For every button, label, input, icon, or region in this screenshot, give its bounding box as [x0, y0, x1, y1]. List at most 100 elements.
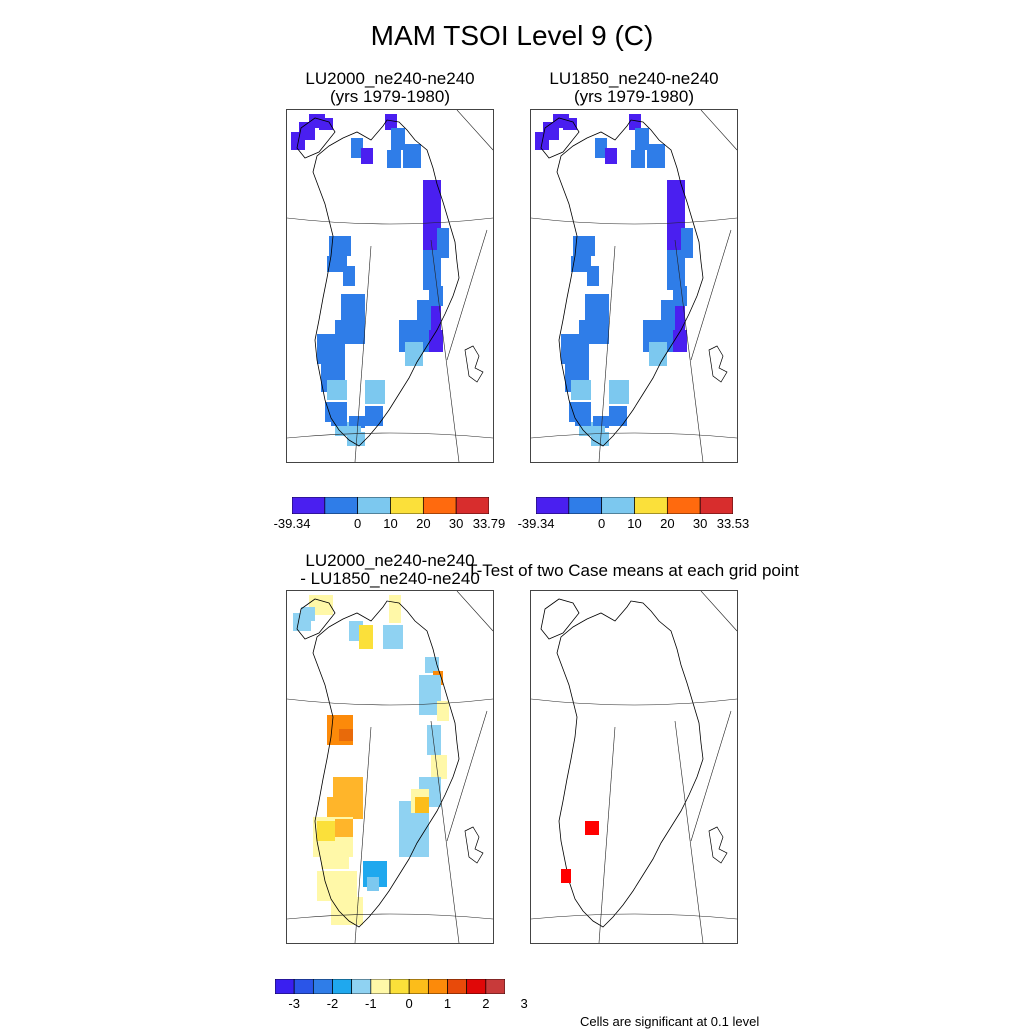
grid-cell — [335, 819, 353, 837]
colorbar-tick-label: -2 — [327, 996, 339, 1011]
grid-cell — [341, 294, 365, 324]
grid-cell — [631, 150, 645, 168]
colorbar-swatch — [371, 979, 390, 994]
colorbar-swatch — [275, 979, 294, 994]
panel3-map — [286, 590, 494, 944]
colorbar-tick-label: 0 — [354, 516, 361, 531]
colorbar-tick-label: 0 — [598, 516, 605, 531]
grid-cell — [317, 871, 357, 901]
colorbar-panel2 — [536, 497, 733, 514]
colorbar-swatch — [602, 497, 635, 514]
colorbar-swatch — [313, 979, 332, 994]
panel1-title: LU2000_ne240-ne240 (yrs 1979-1980) — [290, 70, 490, 106]
colorbar-tick-label: -1 — [365, 996, 377, 1011]
colorbar-swatch — [294, 979, 313, 994]
colorbar-tick-label: 2 — [482, 996, 489, 1011]
grid-cell — [321, 845, 349, 869]
grid-cell — [415, 797, 429, 813]
p4-svg — [531, 591, 737, 943]
cb3-svg — [275, 979, 505, 994]
p1-svg — [287, 110, 493, 462]
graticule-line — [599, 727, 615, 943]
grid-cell — [317, 821, 335, 841]
grid-cell — [403, 144, 421, 168]
grid-cell — [339, 729, 353, 741]
grid-cell — [673, 286, 687, 306]
p3-svg — [287, 591, 493, 943]
grid-cell — [301, 607, 315, 621]
grid-cell — [327, 797, 363, 819]
graticule-line — [287, 433, 493, 438]
colorbar-swatch — [325, 497, 358, 514]
grid-cell — [383, 625, 403, 649]
grid-cell — [317, 334, 345, 364]
colorbar-tick-label: 10 — [627, 516, 641, 531]
panel1-map — [286, 109, 494, 463]
grid-cell — [605, 148, 617, 164]
grid-cell — [423, 180, 441, 210]
cb1-svg — [292, 497, 489, 514]
island-coastline — [709, 346, 727, 382]
colorbar-tick-label: 20 — [660, 516, 674, 531]
colorbar-tick-label: -39.34 — [274, 516, 311, 531]
grid-cell — [647, 144, 665, 168]
grid-cell — [667, 250, 685, 290]
grid-cell — [649, 342, 667, 366]
grid-cell — [571, 380, 591, 400]
grid-cell — [427, 725, 441, 755]
grid-cell — [431, 755, 447, 779]
panel1-title-line1: LU2000_ne240-ne240 — [290, 70, 490, 88]
island-coastline — [709, 827, 727, 863]
grid-cell — [391, 128, 405, 150]
panel4-map — [530, 590, 738, 944]
grid-cell — [609, 380, 629, 404]
significance-note: Cells are significant at 0.1 level — [580, 1014, 759, 1029]
graticule-line — [531, 914, 737, 919]
colorbar-tick-label: 3 — [521, 996, 528, 1011]
colorbar-difference-labels: -3 -2 -1 0 1 2 3 — [275, 996, 505, 1012]
p2-svg — [531, 110, 737, 462]
grid-cell — [423, 250, 441, 290]
colorbar-swatch — [333, 979, 352, 994]
graticule-line — [287, 699, 493, 705]
graticule-line — [457, 591, 493, 631]
panel1-title-line2: (yrs 1979-1980) — [290, 88, 490, 106]
graticule-line — [457, 110, 493, 150]
colorbar-tick-label: 30 — [693, 516, 707, 531]
grid-cell — [389, 595, 401, 623]
panel2-title: LU1850_ne240-ne240 (yrs 1979-1980) — [534, 70, 734, 106]
graticule-line — [701, 110, 737, 150]
colorbar-swatch — [635, 497, 668, 514]
graticule-line — [675, 721, 703, 943]
colorbar-tick-label: -3 — [288, 996, 300, 1011]
grid-cell — [587, 266, 599, 286]
colorbar-swatch — [456, 497, 489, 514]
graticule-line — [287, 218, 493, 224]
grid-cell — [347, 426, 361, 440]
colorbar-swatch — [667, 497, 700, 514]
colorbar-swatch — [352, 979, 371, 994]
colorbar-swatch — [391, 497, 424, 514]
colorbar-swatch — [428, 979, 447, 994]
graticule-line — [531, 699, 737, 705]
graticule-line — [431, 721, 459, 943]
colorbar-tick-label: 20 — [416, 516, 430, 531]
grid-cell — [429, 286, 443, 306]
colorbar-panel1 — [292, 497, 489, 514]
colorbar-swatch — [358, 497, 391, 514]
graticule-line — [287, 914, 493, 919]
grid-cell — [327, 380, 347, 400]
colorbar-panel2-labels: -39.34 0 10 20 30 33.53 — [536, 516, 733, 532]
grid-cell — [609, 406, 627, 426]
graticule-line — [701, 591, 737, 631]
colorbar-panel1-labels: -39.34 0 10 20 30 33.79 — [292, 516, 489, 532]
grid-cell — [585, 821, 599, 835]
colorbar-tick-label: -39.34 — [518, 516, 555, 531]
island-coastline — [465, 827, 483, 863]
grid-cell — [359, 625, 373, 649]
grid-cell — [561, 334, 589, 364]
colorbar-tick-label: 0 — [406, 996, 413, 1011]
colorbar-swatch — [467, 979, 486, 994]
grid-cell — [575, 410, 591, 426]
colorbar-tick-label: 33.53 — [717, 516, 750, 531]
